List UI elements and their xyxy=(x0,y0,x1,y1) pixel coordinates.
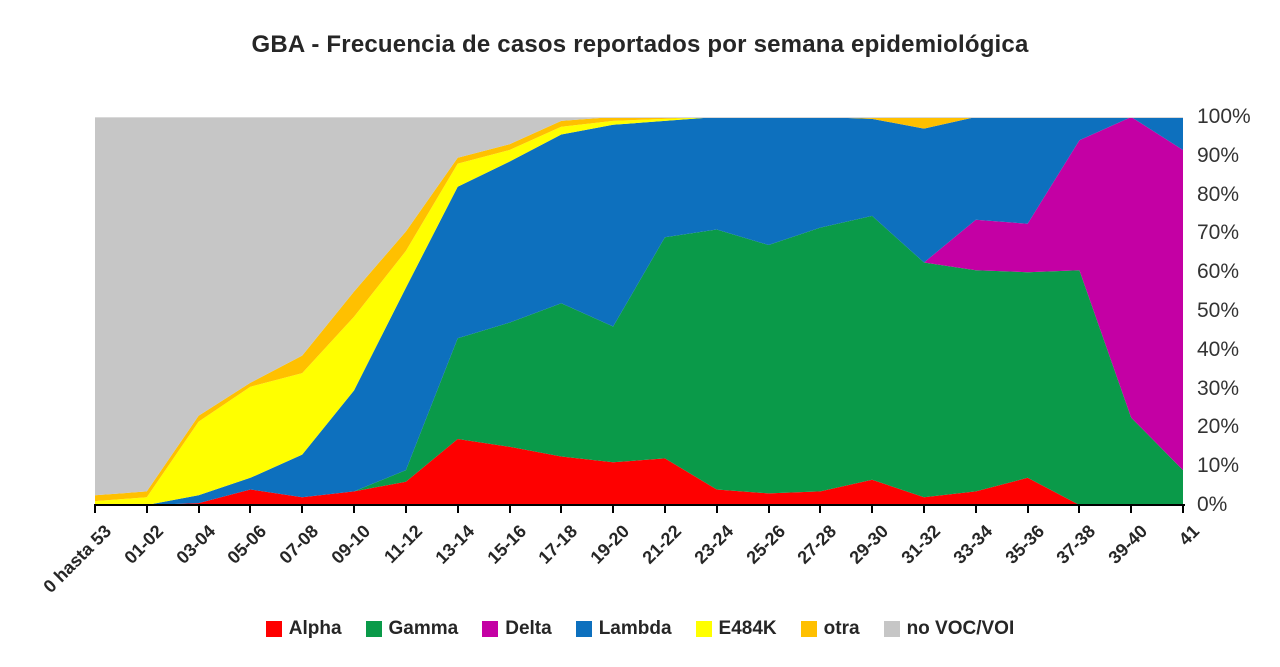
x-tick xyxy=(404,504,407,513)
legend-swatch-icon xyxy=(365,621,382,637)
legend-item-no-voc-voi: no VOC/VOI xyxy=(883,618,1015,640)
x-axis-line xyxy=(94,504,1185,506)
x-tick xyxy=(456,504,459,513)
y-tick-label: 0% xyxy=(1197,493,1228,516)
y-tick-label: 90% xyxy=(1197,143,1240,167)
legend-item-e484k: E484K xyxy=(695,618,777,640)
x-tick xyxy=(1078,504,1081,513)
series-area-gamma xyxy=(95,215,1183,505)
series-area-lambda xyxy=(95,117,1183,505)
legend-label: Gamma xyxy=(388,618,459,639)
y-tick-label: 20% xyxy=(1197,415,1240,439)
legend-item-delta: Delta xyxy=(482,618,552,640)
legend-swatch-icon xyxy=(482,621,499,637)
x-tick xyxy=(715,504,718,513)
x-tick xyxy=(663,504,666,513)
x-tick xyxy=(145,504,148,513)
x-tick xyxy=(94,504,96,513)
legend-label: no VOC/VOI xyxy=(906,618,1015,639)
legend-item-lambda: Lambda xyxy=(575,618,672,640)
legend: Alpha Gamma Delta Lambda E484K otra no VOC/VOI xyxy=(0,618,1280,640)
legend-item-alpha: Alpha xyxy=(265,618,342,640)
x-tick xyxy=(974,504,977,513)
series-area-alpha xyxy=(95,439,1183,505)
x-tick xyxy=(508,504,511,513)
x-tick xyxy=(819,504,822,513)
legend-item-gamma: Gamma xyxy=(365,618,459,640)
legend-label: Alpha xyxy=(288,618,342,639)
stacked-area-plot xyxy=(95,117,1183,505)
legend-swatch-icon xyxy=(695,621,712,637)
y-tick-label: 10% xyxy=(1197,454,1240,478)
series-area-e484k xyxy=(95,117,1183,505)
x-tick xyxy=(249,504,252,513)
y-tick-label: 60% xyxy=(1197,260,1240,284)
legend-swatch-icon xyxy=(883,621,900,637)
series-area-no-voc-voi xyxy=(95,117,1183,496)
legend-label: E484K xyxy=(718,618,777,639)
x-tick xyxy=(353,504,355,513)
chart-title: GBA - Frecuencia de casos reportados por… xyxy=(251,31,1029,58)
legend-label: otra xyxy=(823,618,860,639)
legend-swatch-icon xyxy=(800,621,817,637)
x-tick xyxy=(767,504,770,513)
legend-label: Delta xyxy=(505,618,552,639)
x-tick xyxy=(560,504,563,513)
y-tick-label: 50% xyxy=(1197,299,1240,322)
x-tick xyxy=(197,504,200,513)
x-tick xyxy=(923,504,925,513)
series-area-delta xyxy=(95,117,1183,505)
y-tick-label: 30% xyxy=(1197,376,1240,400)
x-tick xyxy=(612,504,615,513)
legend-swatch-icon xyxy=(265,621,282,637)
legend-item-otra: otra xyxy=(800,618,860,640)
x-tick xyxy=(1026,504,1029,513)
y-tick-label: 100% xyxy=(1197,105,1251,128)
y-tick-label: 70% xyxy=(1197,221,1240,245)
x-tick xyxy=(871,504,874,513)
legend-label: Lambda xyxy=(598,618,672,639)
x-tick xyxy=(1182,504,1184,513)
x-tick xyxy=(1130,504,1133,513)
x-tick xyxy=(301,504,304,513)
y-tick-label: 40% xyxy=(1197,337,1240,361)
legend-swatch-icon xyxy=(575,621,592,637)
y-tick-label: 80% xyxy=(1197,182,1240,206)
